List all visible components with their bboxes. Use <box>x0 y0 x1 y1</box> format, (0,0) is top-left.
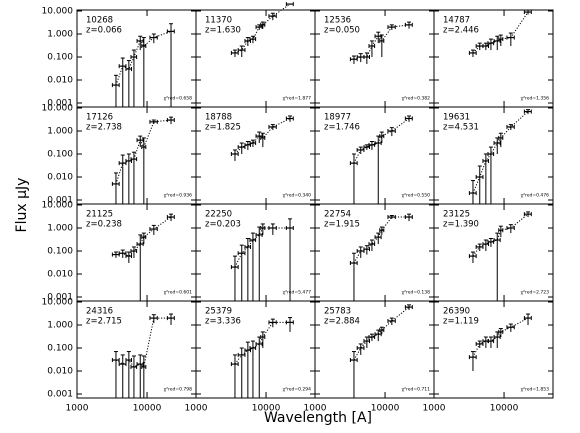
panel-redshift: z=0.050 <box>324 26 360 36</box>
panel-id: 11370 <box>205 16 232 26</box>
panel-id: 22754 <box>324 210 351 220</box>
model-line <box>353 118 410 164</box>
panel-id: 21125 <box>86 210 113 220</box>
x-tick-label: 1000 <box>304 404 327 414</box>
panel-id: 26390 <box>443 307 470 317</box>
y-tick-label: 0.010 <box>47 270 73 280</box>
y-tick-label: 0.100 <box>47 344 73 354</box>
panel-id: 23125 <box>443 210 470 220</box>
x-tick-label: 10000 <box>133 404 162 414</box>
x-tick-label: 10000 <box>371 404 400 414</box>
panel-chi2: χ²red=1.356 <box>521 96 550 102</box>
panel-redshift: z=2.738 <box>86 123 122 133</box>
panel-chi2: χ²red=0.798 <box>164 387 193 393</box>
x-tick-label: 10000 <box>252 404 281 414</box>
panel-id: 10268 <box>86 16 113 26</box>
y-tick-label: 0.001 <box>47 390 73 400</box>
panel-chi2: χ²red=0.476 <box>521 193 550 199</box>
panel-redshift: z=4.531 <box>443 123 479 133</box>
panel-redshift: z=1.746 <box>324 123 360 133</box>
panel-chi2: χ²red=0.294 <box>283 387 312 393</box>
panel-chi2: χ²red=0.138 <box>402 290 431 296</box>
panel-chi2: χ²red=1.853 <box>521 387 550 393</box>
panel-redshift: z=1.915 <box>324 220 360 230</box>
y-tick-label: 0.001 <box>47 293 73 303</box>
y-tick-label: 1.000 <box>47 127 73 137</box>
y-tick-label: 1.000 <box>47 30 73 40</box>
x-tick-label: 1000 <box>423 404 446 414</box>
panel-chi2: χ²red=0.550 <box>402 193 431 199</box>
model-line <box>234 3 291 54</box>
panel-redshift: z=2.884 <box>324 317 360 327</box>
panel-redshift: z=0.066 <box>86 26 122 36</box>
y-tick-label: 0.010 <box>47 367 73 377</box>
model-line <box>115 317 172 368</box>
panel-chi2: χ²red=2.723 <box>521 290 550 296</box>
panel-id: 12536 <box>324 16 351 26</box>
panel-chi2: χ²red=0.658 <box>164 96 193 102</box>
panel-id: 17126 <box>86 113 113 123</box>
x-tick-label: 1000 <box>185 404 208 414</box>
y-tick-label: 10.000 <box>42 298 74 308</box>
model-line <box>472 111 529 194</box>
panel-redshift: z=1.825 <box>205 123 241 133</box>
panel-id: 25379 <box>205 307 232 317</box>
panel-redshift: z=2.446 <box>443 26 479 36</box>
x-tick-label: 1000 <box>66 404 89 414</box>
y-axis-title: Flux μJy <box>14 178 30 233</box>
panel-id: 14787 <box>443 16 470 26</box>
y-tick-label: 10.000 <box>42 104 74 114</box>
model-line <box>234 118 291 155</box>
x-axis-title: Wavelength [A] <box>264 410 372 426</box>
y-tick-label: 0.001 <box>47 99 73 109</box>
panel-redshift: z=1.390 <box>443 220 479 230</box>
panel-chi2: χ²red=0.936 <box>164 193 193 199</box>
y-tick-label: 0.010 <box>47 173 73 183</box>
y-tick-label: 0.100 <box>47 150 73 160</box>
panel-id: 19631 <box>443 113 470 123</box>
y-tick-label: 0.001 <box>47 196 73 206</box>
panel-chi2: χ²red=0.340 <box>283 193 312 199</box>
panel-frame <box>433 300 554 399</box>
panel-chi2: χ²red=0.382 <box>402 96 431 102</box>
model-line <box>472 11 529 54</box>
panel-id: 25783 <box>324 307 351 317</box>
panel-redshift: z=3.336 <box>205 317 241 327</box>
model-line <box>353 24 410 60</box>
panel-chi2: χ²red=5.477 <box>283 290 312 296</box>
y-tick-label: 1.000 <box>47 321 73 331</box>
y-tick-label: 1.000 <box>47 224 73 234</box>
model-line <box>234 321 291 365</box>
panel-redshift: z=2.715 <box>86 317 122 327</box>
panel-chi2: χ²red=0.601 <box>164 290 193 296</box>
y-tick-label: 10.000 <box>42 7 74 17</box>
model-line <box>353 216 410 264</box>
x-tick-label: 10000 <box>490 404 519 414</box>
panel-redshift: z=0.238 <box>86 220 122 230</box>
panel-chi2: χ²red=0.711 <box>402 387 431 393</box>
panel-redshift: z=0.203 <box>205 220 241 230</box>
panel-id: 22250 <box>205 210 232 220</box>
panel-id: 24316 <box>86 307 113 317</box>
panel-id: 18977 <box>324 113 351 123</box>
panel-chi2: χ²red=1.877 <box>283 96 312 102</box>
y-tick-label: 0.100 <box>47 53 73 63</box>
y-tick-label: 0.100 <box>47 247 73 257</box>
y-tick-label: 0.010 <box>47 76 73 86</box>
panel-redshift: z=1.630 <box>205 26 241 36</box>
y-tick-label: 10.000 <box>42 201 74 211</box>
model-line <box>115 216 172 257</box>
panel-id: 18788 <box>205 113 232 123</box>
model-line <box>115 30 172 86</box>
panel-redshift: z=1.119 <box>443 317 479 327</box>
